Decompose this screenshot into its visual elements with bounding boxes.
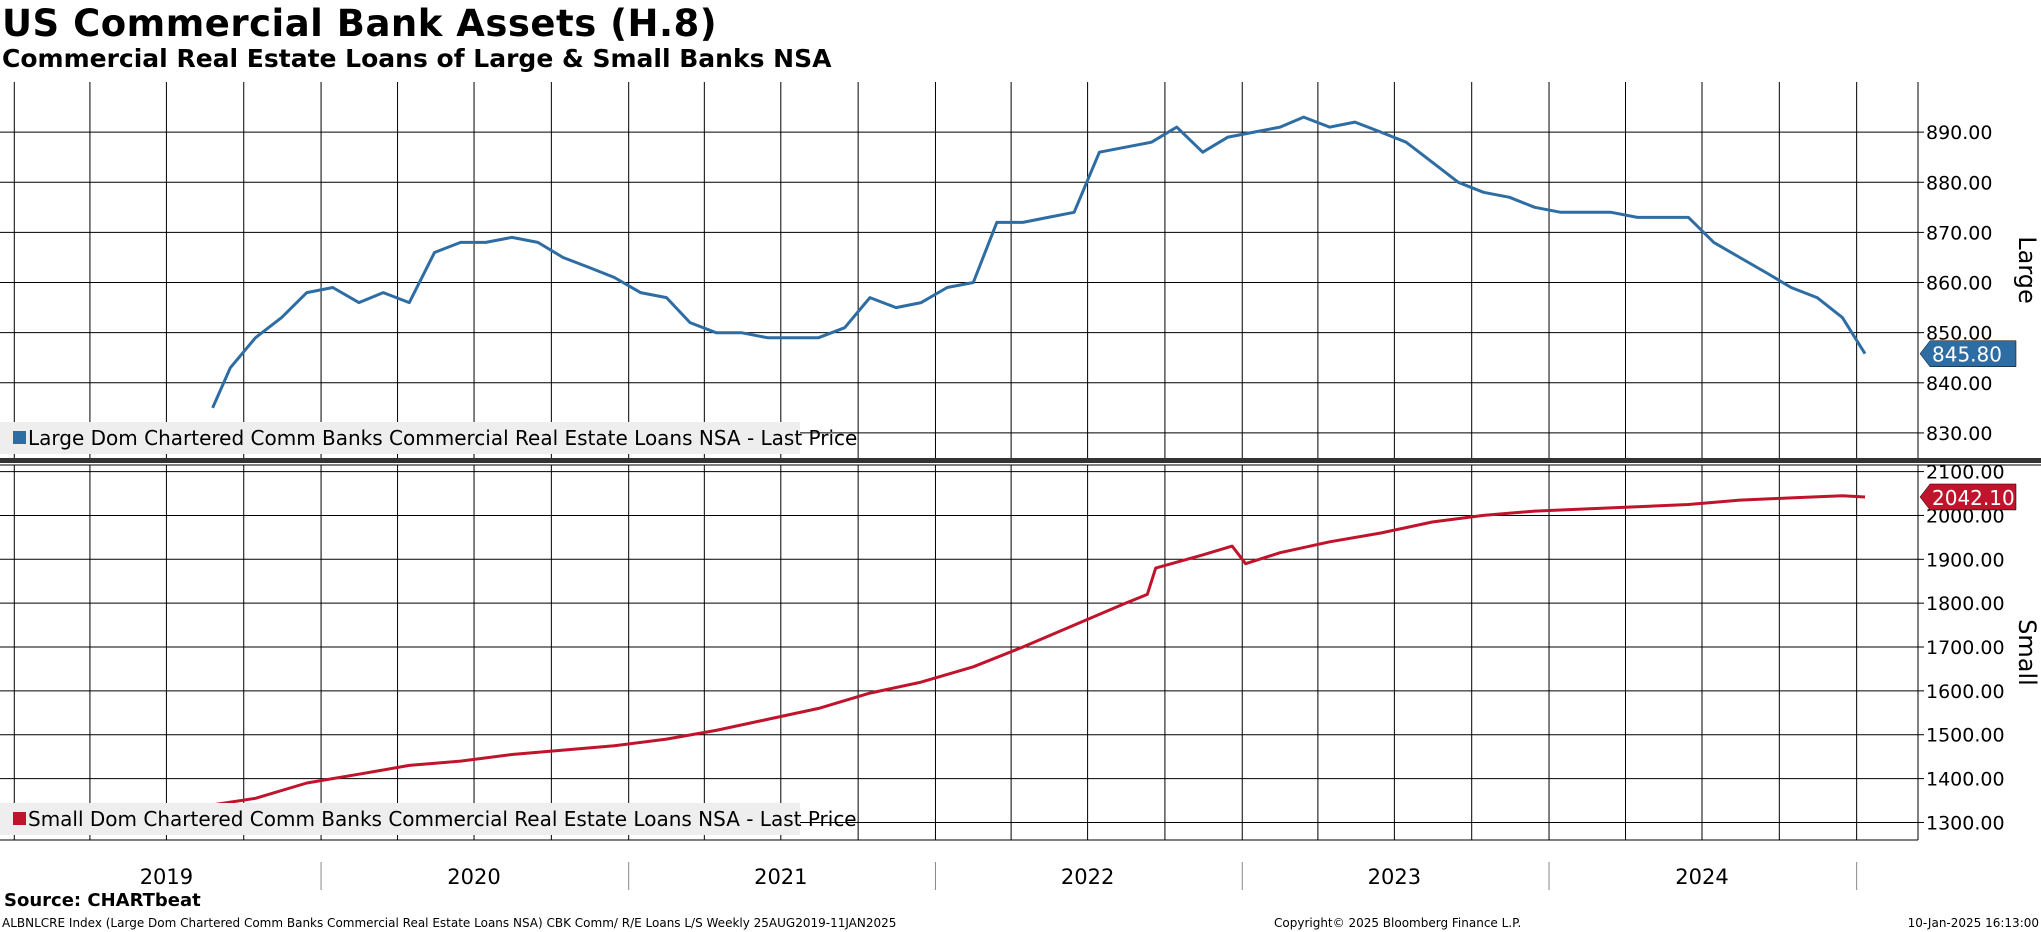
y-tick-label: 1600.00 bbox=[1926, 681, 2005, 703]
footer-timestamp: 10-Jan-2025 16:13:00 bbox=[1907, 916, 2039, 930]
y-tick-label: 1500.00 bbox=[1926, 725, 2005, 747]
x-tick-label: 2021 bbox=[754, 865, 807, 889]
y-tick-label: 890.00 bbox=[1926, 122, 1992, 144]
badge-text: 2042.10 bbox=[1932, 486, 2015, 510]
y-tick-label: 2100.00 bbox=[1926, 462, 2005, 484]
badge-shape bbox=[1919, 340, 2017, 367]
legend-swatch bbox=[13, 812, 26, 825]
large-last-value-badge: 845.80 bbox=[1919, 340, 2017, 367]
footer-copyright: Copyright© 2025 Bloomberg Finance L.P. bbox=[1274, 916, 1522, 930]
source-note: Source: CHARTbeat bbox=[4, 890, 201, 911]
legend-label: Small Dom Chartered Comm Banks Commercia… bbox=[28, 807, 857, 831]
y-tick-label: 860.00 bbox=[1926, 273, 1992, 295]
legend-label: Large Dom Chartered Comm Banks Commercia… bbox=[28, 426, 857, 450]
legend-background bbox=[0, 803, 800, 835]
badge-shape bbox=[1919, 483, 2017, 511]
y-tick-label: 830.00 bbox=[1926, 423, 1992, 445]
large-axis-title: Large bbox=[2013, 236, 2041, 304]
y-tick-label: 2000.00 bbox=[1926, 505, 2005, 527]
chart-title: US Commercial Bank Assets (H.8) bbox=[2, 2, 718, 45]
small-last-value-badge: 2042.10 bbox=[1919, 483, 2017, 511]
x-tick-label: 2024 bbox=[1675, 865, 1728, 889]
x-tick-label: 2020 bbox=[447, 865, 500, 889]
y-tick-label: 840.00 bbox=[1926, 373, 1992, 395]
large-legend: Large Dom Chartered Comm Banks Commercia… bbox=[0, 422, 857, 454]
footer-ticker-info: ALBNLCRE Index (Large Dom Chartered Comm… bbox=[2, 916, 897, 930]
y-tick-label: 850.00 bbox=[1926, 323, 1992, 345]
y-tick-label: 1900.00 bbox=[1926, 549, 2005, 571]
y-tick-label: 1400.00 bbox=[1926, 769, 2005, 791]
large-series-line bbox=[211, 115, 1867, 409]
legend-background bbox=[0, 422, 800, 454]
chart-subtitle: Commercial Real Estate Loans of Large & … bbox=[2, 44, 832, 73]
y-tick-label: 1300.00 bbox=[1926, 812, 2005, 834]
x-tick-label: 2022 bbox=[1061, 865, 1114, 889]
x-tick-label: 2023 bbox=[1368, 865, 1421, 889]
y-tick-label: 1800.00 bbox=[1926, 593, 2005, 615]
y-tick-label: 880.00 bbox=[1926, 172, 1992, 194]
x-axis: 2019 2020 2021 2022 2023 2024 bbox=[0, 839, 1918, 890]
small-series-line bbox=[212, 494, 1866, 807]
y-tick-label: 1700.00 bbox=[1926, 637, 2005, 659]
large-panel: 830.00 840.00 850.00 860.00 870.00 880.00 890.… bbox=[0, 82, 2041, 458]
badge-text: 845.80 bbox=[1932, 343, 2002, 367]
x-tick-label: 2019 bbox=[140, 865, 193, 889]
small-legend: Small Dom Chartered Comm Banks Commercia… bbox=[0, 803, 857, 835]
legend-swatch bbox=[13, 431, 26, 444]
small-axis-title: Small bbox=[2013, 619, 2041, 686]
panel-separator bbox=[0, 458, 2041, 463]
y-tick-label: 870.00 bbox=[1926, 222, 1992, 244]
small-panel: 1300.00 1400.00 1500.00 1600.00 1700.00 1800.… bbox=[0, 462, 2041, 840]
